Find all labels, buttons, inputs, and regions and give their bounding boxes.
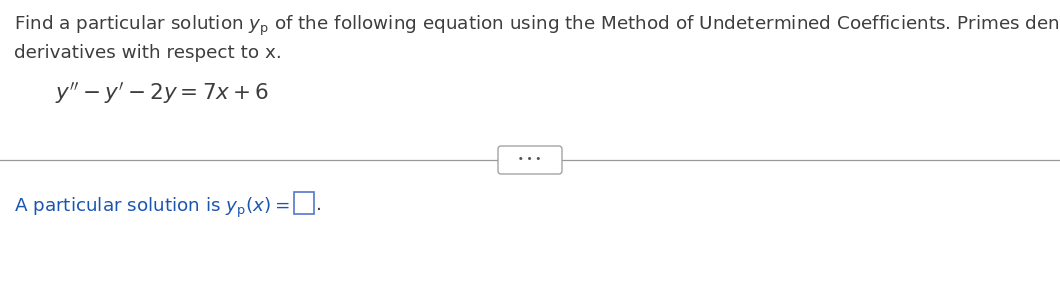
- Text: $y'' - y' - 2y = 7x + 6$: $y'' - y' - 2y = 7x + 6$: [55, 80, 269, 106]
- FancyBboxPatch shape: [294, 192, 314, 214]
- Text: Find a particular solution $y_{\mathrm{p}}$ of the following equation using the : Find a particular solution $y_{\mathrm{p…: [14, 14, 1060, 38]
- Text: .: .: [316, 196, 321, 214]
- Text: • • •: • • •: [518, 156, 542, 164]
- FancyBboxPatch shape: [498, 146, 562, 174]
- Text: A particular solution is $y_{\mathrm{p}}(x) =$: A particular solution is $y_{\mathrm{p}}…: [14, 196, 289, 220]
- Text: derivatives with respect to x.: derivatives with respect to x.: [14, 44, 282, 62]
